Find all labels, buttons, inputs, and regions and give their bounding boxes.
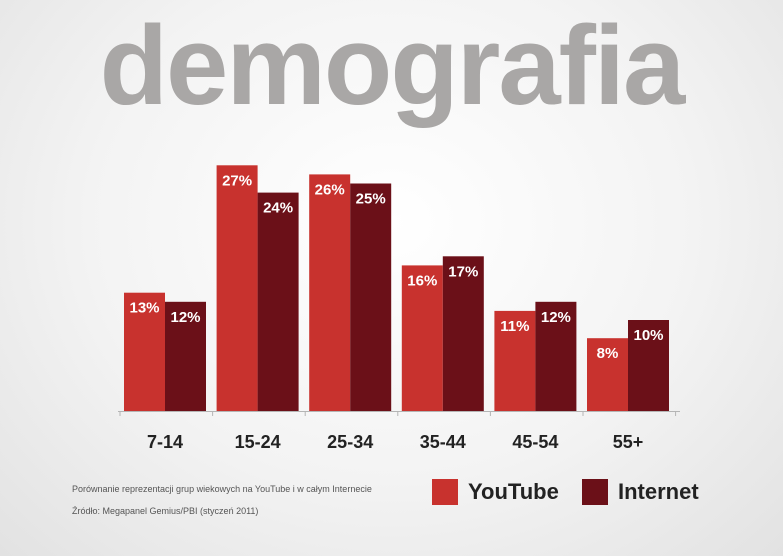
x-tick-label: 25-34 [327,432,373,452]
bar-internet-35-44 [442,256,484,411]
legend-youtube: YouTube [432,477,559,507]
x-tick-label: 55+ [613,432,644,452]
bar-internet-45-54 [535,301,577,411]
legend-internet-label: Internet [618,479,699,504]
legend-internet-swatch [582,479,608,505]
legend-youtube-swatch [432,479,458,505]
bar-internet-7-14 [165,301,206,411]
data-label-youtube-7-14: 13% [129,300,159,317]
bar-youtube-35-44 [401,265,443,411]
legend-youtube-label: YouTube [468,479,559,504]
chart-description: Porównanie reprezentacji grup wiekowych … [72,484,372,494]
bar-youtube-55+ [587,338,628,411]
data-label-internet-35-44: 17% [448,263,478,280]
x-tick-label: 7-14 [147,432,183,452]
data-label-youtube-15-24: 27% [222,172,252,189]
bar-internet-25-34 [350,183,392,411]
bar-internet-55+ [628,320,669,411]
bar-youtube-45-54 [494,310,536,411]
data-label-internet-25-34: 25% [356,191,386,208]
bar-youtube-7-14 [124,292,165,411]
chart-title: demografia [99,3,686,128]
data-label-youtube-55+: 8% [597,345,619,362]
data-label-internet-45-54: 12% [541,309,571,326]
x-tick-label: 45-54 [512,432,558,452]
data-label-internet-55+: 10% [633,327,663,344]
legend-internet: Internet [582,477,699,507]
chart-source: Źródło: Megapanel Gemius/PBI (styczeń 20… [72,506,259,516]
bar-internet-15-24 [257,192,299,411]
data-label-youtube-45-54: 11% [500,318,529,335]
bar-youtube-25-34 [309,174,351,411]
data-label-internet-7-14: 12% [170,309,200,326]
x-tick-label: 15-24 [235,432,281,452]
x-tick-label: 35-44 [420,432,466,452]
data-label-youtube-35-44: 16% [407,272,437,289]
data-label-internet-15-24: 24% [263,200,293,217]
data-label-youtube-25-34: 26% [315,181,345,198]
bar-youtube-15-24 [216,165,258,411]
